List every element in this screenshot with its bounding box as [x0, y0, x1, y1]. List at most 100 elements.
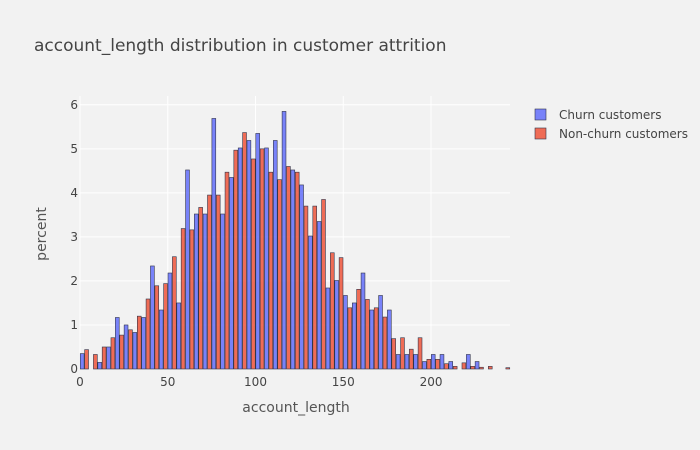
bar-churn-36 — [395, 354, 401, 370]
bar-churn-21 — [264, 147, 269, 370]
bar-churn-39 — [422, 361, 427, 370]
bar-churn-15 — [211, 118, 217, 370]
bar-churn-10 — [167, 272, 173, 370]
bar-churn-3 — [106, 346, 111, 370]
bar-non-churn-23 — [286, 166, 291, 370]
bar-churn-26 — [308, 235, 313, 370]
bar-churn-30 — [343, 295, 348, 370]
bar-non-churn-31 — [356, 289, 361, 370]
bar-non-churn-20 — [259, 148, 265, 370]
bar-non-churn-15 — [215, 194, 221, 370]
bar-non-churn-38 — [417, 337, 423, 370]
bar-non-churn-22 — [277, 179, 282, 370]
bar-non-churn-46 — [488, 366, 493, 370]
bar-non-churn-44 — [470, 366, 475, 370]
y-tick-label-3: 3 — [70, 230, 78, 244]
bar-non-churn-37 — [409, 348, 414, 370]
bar-churn-13 — [194, 213, 199, 370]
bar-churn-18 — [237, 147, 243, 370]
bar-churn-6 — [132, 332, 138, 370]
bar-non-churn-21 — [268, 171, 274, 370]
x-axis-ticks: 0 50 100 150 200 — [76, 375, 442, 389]
bar-churn-31 — [352, 302, 357, 370]
bar-churn-11 — [176, 302, 181, 370]
bar-churn-12 — [185, 169, 190, 370]
bar-churn-0 — [79, 353, 85, 370]
bar-non-churn-34 — [382, 316, 388, 370]
y-tick-label-1: 1 — [70, 318, 78, 332]
bar-churn-45 — [474, 361, 480, 370]
bar-churn-16 — [220, 213, 225, 370]
bar-churn-28 — [325, 287, 331, 370]
bar-non-churn-45 — [479, 366, 484, 370]
bar-churn-35 — [387, 309, 392, 370]
chart-title: account_length distribution in customer … — [34, 36, 446, 56]
bar-churn-42 — [448, 361, 453, 370]
x-tick-label-1: 50 — [160, 375, 175, 389]
y-tick-label-4: 4 — [70, 186, 78, 200]
bar-churn-2 — [97, 362, 102, 370]
legend: Churn customers Non-churn customers — [534, 108, 688, 141]
bar-non-churn-5 — [128, 329, 133, 370]
bar-non-churn-2 — [101, 346, 107, 370]
legend-swatch-0 — [534, 108, 547, 121]
y-tick-label-5: 5 — [70, 142, 78, 156]
legend-swatch-1 — [534, 127, 547, 140]
bar-churn-8 — [150, 265, 155, 370]
x-tick-label-4: 200 — [420, 375, 443, 389]
bar-non-churn-7 — [145, 298, 151, 370]
bar-non-churn-35 — [391, 338, 396, 370]
bars — [79, 111, 511, 370]
bar-non-churn-40 — [435, 359, 440, 370]
bar-churn-34 — [378, 295, 383, 370]
bar-non-churn-42 — [452, 366, 458, 370]
bar-non-churn-11 — [180, 228, 186, 370]
bar-non-churn-3 — [110, 337, 116, 370]
bar-churn-41 — [439, 354, 445, 370]
bar-non-churn-25 — [303, 205, 309, 370]
bar-non-churn-18 — [242, 132, 247, 370]
bar-non-churn-32 — [365, 299, 370, 370]
bar-non-churn-33 — [373, 307, 379, 370]
bar-churn-20 — [255, 133, 260, 370]
bar-non-churn-28 — [330, 252, 335, 370]
bar-non-churn-6 — [137, 315, 142, 370]
bar-non-churn-24 — [294, 171, 300, 370]
y-tick-label-6: 6 — [70, 98, 78, 112]
y-axis-title: percent — [34, 207, 50, 261]
y-tick-label-0: 0 — [70, 362, 78, 376]
bar-churn-29 — [334, 280, 339, 370]
bar-churn-22 — [273, 140, 278, 370]
bar-non-churn-30 — [347, 307, 353, 370]
bar-churn-38 — [413, 354, 418, 370]
bar-non-churn-10 — [172, 256, 177, 370]
bar-non-churn-0 — [84, 349, 89, 370]
bar-churn-44 — [466, 354, 471, 370]
bar-churn-24 — [290, 169, 296, 370]
y-tick-label-2: 2 — [70, 274, 78, 288]
bar-non-churn-48 — [505, 367, 511, 370]
bar-non-churn-17 — [233, 149, 238, 370]
bar-churn-5 — [123, 324, 129, 370]
bar-churn-17 — [229, 177, 234, 370]
bar-non-churn-39 — [426, 359, 432, 370]
bar-churn-33 — [369, 309, 375, 370]
bar-churn-23 — [281, 111, 287, 370]
legend-label-1: Non-churn customers — [559, 127, 688, 141]
bar-non-churn-27 — [321, 199, 326, 370]
legend-label-0: Churn customers — [559, 108, 662, 122]
x-tick-label-3: 150 — [332, 375, 355, 389]
bar-non-churn-29 — [338, 257, 344, 370]
bar-non-churn-9 — [163, 283, 168, 370]
bar-churn-40 — [430, 354, 436, 370]
bar-non-churn-43 — [461, 362, 467, 370]
bar-churn-7 — [141, 317, 146, 370]
bar-non-churn-8 — [154, 285, 160, 370]
bar-non-churn-16 — [224, 171, 230, 370]
bar-churn-4 — [115, 317, 120, 370]
bar-churn-27 — [316, 221, 322, 370]
bar-non-churn-14 — [207, 194, 212, 370]
bar-non-churn-36 — [400, 337, 405, 370]
bar-non-churn-12 — [189, 229, 195, 370]
